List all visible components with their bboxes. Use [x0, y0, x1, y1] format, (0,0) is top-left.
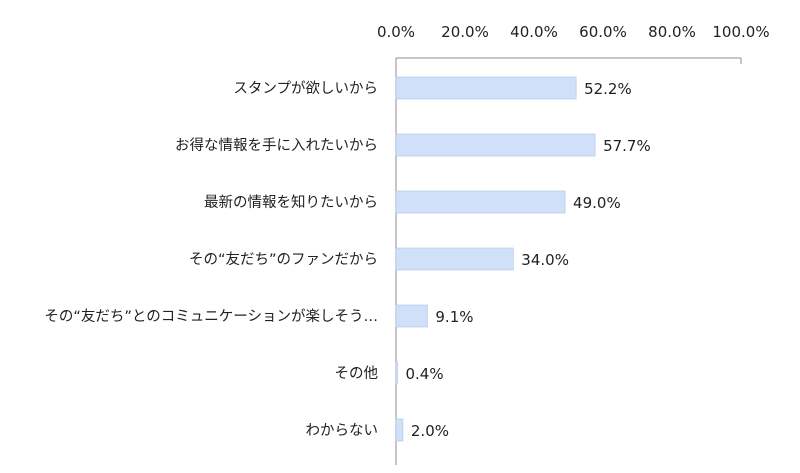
bar [395, 190, 566, 214]
category-label: その“友だち”とのコミュニケーションが楽しそう… [44, 308, 378, 325]
category-label: 最新の情報を知りたいから [204, 194, 378, 211]
x-tick-label: 60.0% [579, 23, 627, 41]
bar [395, 76, 577, 100]
data-label: 49.0% [573, 194, 621, 212]
x-axis-ticks: 0.0% 20.0% 40.0% 60.0% 80.0% 100.0% [377, 23, 770, 41]
x-tick-label: 100.0% [712, 23, 769, 41]
category-label: わからない [306, 422, 379, 439]
data-label: 52.2% [584, 80, 632, 98]
bar [395, 418, 404, 442]
category-label: スタンプが欲しいから [233, 80, 378, 97]
bar [395, 304, 428, 328]
bar [395, 247, 514, 271]
data-label: 2.0% [411, 422, 449, 440]
x-tick-label: 0.0% [377, 23, 415, 41]
x-tick-label: 80.0% [648, 23, 696, 41]
bar [395, 361, 398, 385]
category-label: その他 [335, 365, 379, 382]
category-label: その“友だち”のファンだから [189, 251, 378, 268]
bars [395, 76, 596, 442]
bar [395, 133, 596, 157]
x-tick-label: 40.0% [510, 23, 558, 41]
x-tick-label: 20.0% [441, 23, 489, 41]
data-labels: 52.2% 57.7% 49.0% 34.0% 9.1% 0.4% 2.0% [406, 80, 651, 440]
data-label: 57.7% [603, 137, 651, 155]
data-label: 0.4% [406, 365, 444, 383]
data-label: 9.1% [435, 308, 473, 326]
category-label: お得な情報を手に入れたいから [175, 137, 378, 154]
category-labels: スタンプが欲しいからお得な情報を手に入れたいから最新の情報を知りたいからその“友… [44, 80, 378, 439]
data-label: 34.0% [521, 251, 569, 269]
